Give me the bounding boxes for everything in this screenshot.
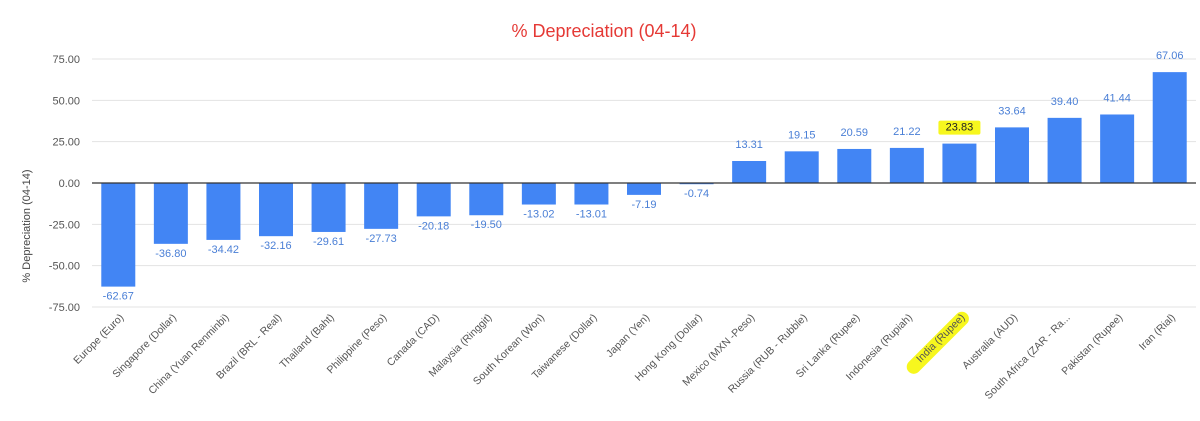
category-label: Iran (Rial) <box>1137 312 1178 353</box>
category-label: Japan (Yen) <box>604 312 652 360</box>
y-tick-label: -75.00 <box>49 302 80 314</box>
bar <box>889 147 924 183</box>
data-label: -19.50 <box>471 219 502 231</box>
bar <box>679 183 714 185</box>
bar <box>732 160 767 183</box>
bar <box>101 183 136 287</box>
data-label: -62.67 <box>103 291 134 303</box>
data-label: 21.22 <box>893 126 921 138</box>
chart-title: % Depreciation (04-14) <box>511 21 696 41</box>
y-tick-label: 75.00 <box>52 54 80 66</box>
data-label: -13.01 <box>576 209 607 221</box>
data-label: 23.83 <box>946 122 974 134</box>
bar <box>942 143 977 183</box>
data-label: -32.16 <box>260 240 291 252</box>
data-label: -36.80 <box>155 248 186 260</box>
bar <box>311 183 346 232</box>
bar <box>1047 117 1082 183</box>
data-label: -0.74 <box>684 188 709 200</box>
data-label: 19.15 <box>788 129 816 141</box>
bars <box>101 72 1187 287</box>
bar <box>206 183 241 240</box>
y-tick-label: 50.00 <box>52 95 80 107</box>
highlight-mark <box>906 311 969 374</box>
data-label: 33.64 <box>998 105 1026 117</box>
data-label: -20.18 <box>418 220 449 232</box>
y-axis-ticks: 75.00 50.00 25.00 0.00 -25.00 -50.00 -75.00 <box>49 54 80 314</box>
category-label: Canada (CAD) <box>385 312 442 369</box>
data-label: -7.19 <box>631 199 656 211</box>
bar <box>995 127 1029 183</box>
bar <box>416 183 451 217</box>
data-label: 13.31 <box>735 139 763 151</box>
bar <box>837 148 872 183</box>
data-label: -13.02 <box>523 209 554 221</box>
bar <box>521 183 556 205</box>
bar <box>1152 72 1187 183</box>
data-label: -29.61 <box>313 236 344 248</box>
highlight-marks <box>906 120 981 374</box>
bar <box>364 183 399 229</box>
bar <box>153 183 188 244</box>
data-labels: -62.67 -36.80 -34.42 -32.16 -29.61 -27.73 -20.… <box>103 50 1184 302</box>
bar <box>259 183 293 237</box>
category-label: South Africa (ZAR - Ra... <box>983 312 1073 402</box>
data-label: 39.40 <box>1051 96 1079 108</box>
highlight-mark <box>938 120 981 135</box>
bar <box>469 183 504 216</box>
data-label: 41.44 <box>1103 92 1131 104</box>
data-label: 20.59 <box>841 127 869 139</box>
y-tick-label: -25.00 <box>49 219 80 231</box>
category-labels: Europe (Euro)Singapore (Dollar)China (Yu… <box>71 312 1178 402</box>
data-label: -34.42 <box>208 244 239 256</box>
data-label: -27.73 <box>366 233 397 245</box>
category-label: Australia (AUD) <box>960 312 1020 372</box>
bar <box>784 151 819 183</box>
category-label: Thailand (Baht) <box>277 312 336 371</box>
data-label: 67.06 <box>1156 50 1184 62</box>
category-label: India (Rupee) <box>914 312 967 365</box>
bar <box>574 183 609 205</box>
category-label: Europe (Euro) <box>71 312 126 367</box>
y-tick-label: 0.00 <box>59 178 80 190</box>
y-axis-label: % Depreciation (04-14) <box>21 169 33 282</box>
bar <box>1100 114 1135 183</box>
bar <box>627 183 661 195</box>
y-tick-label: 25.00 <box>52 137 80 149</box>
y-tick-label: -50.00 <box>49 261 80 273</box>
